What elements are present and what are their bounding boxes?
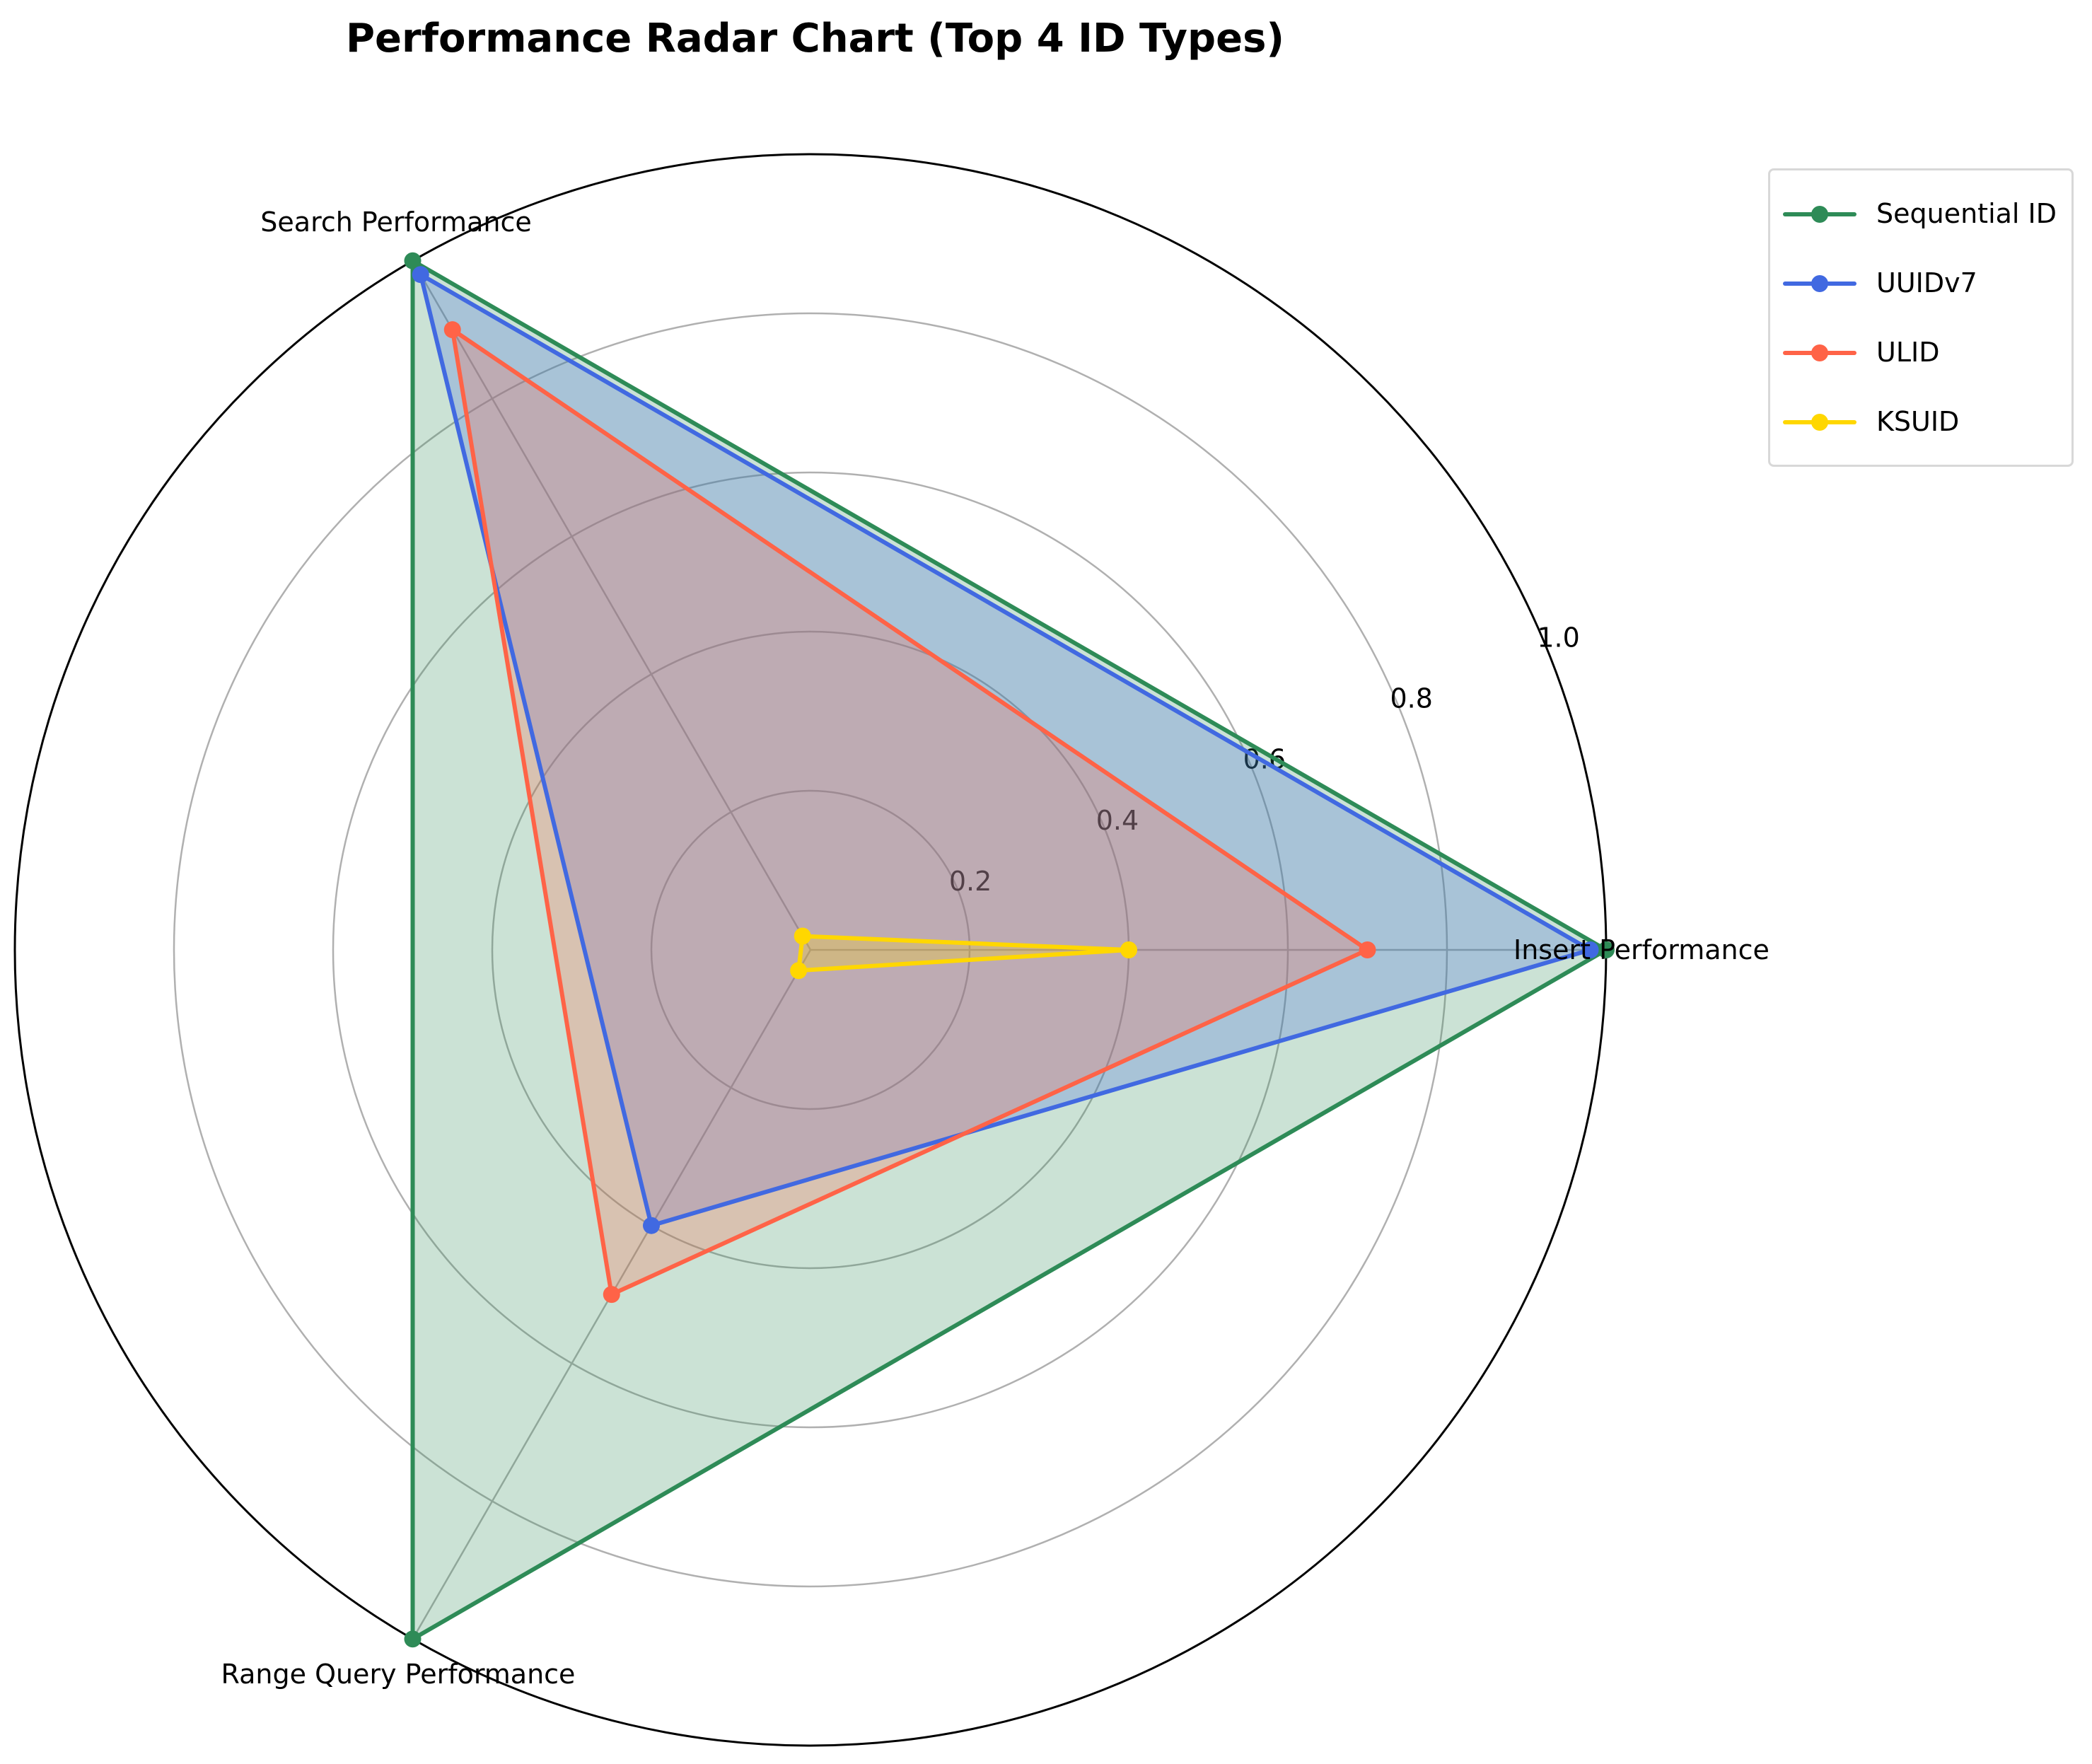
series-3-point-2 [790,962,808,980]
category-label: Search Performance [260,207,531,238]
series-lines [410,258,1608,1642]
series-points [404,252,1615,1648]
series-2-point-2 [603,1286,620,1304]
series-3-point-1 [794,927,811,945]
legend-label: KSUID [1876,406,1960,437]
grid-spoke [412,260,812,951]
legend-label: ULID [1876,337,1940,368]
legend-marker [1811,275,1828,292]
series-line-2 [450,327,1370,1297]
legend-label: UUIDv7 [1876,267,1977,298]
series-0-point-0 [1598,941,1615,958]
series-fills [412,260,1606,1640]
category-label: Range Query Performance [221,1659,576,1690]
category-label: Insert Performance [1513,934,1770,965]
radial-tick-label: 0.4 [1096,805,1139,836]
series-1-point-1 [412,266,429,284]
radial-tick-label: 1.0 [1537,622,1579,653]
series-1-point-0 [1581,941,1599,958]
series-fill-0 [412,260,1606,1640]
series-fill-1 [420,274,1591,1226]
legend-item: KSUID [1770,387,2071,456]
radial-grid: 0.20.40.60.81.0 [13,153,1608,1747]
legend-marker [1811,206,1828,223]
series-0-point-2 [404,1630,422,1648]
series-line-3 [796,934,1131,973]
legend-item: Sequential ID [1770,179,2071,248]
legend-marker [1811,344,1828,361]
legend: Sequential ID UUIDv7 ULID KSUID [1768,168,2074,467]
series-fill-3 [798,936,1129,971]
series-1-point-2 [643,1217,660,1234]
series-2-point-1 [443,321,461,339]
legend-item: UUIDv7 [1770,248,2071,318]
axis-labels: Insert Performance Search Performance Rang… [221,207,1770,1690]
series-3-point-0 [1120,941,1137,958]
chart-title: Performance Radar Chart (Top 4 ID Types) [345,16,1285,62]
series-2-point-0 [1359,941,1376,958]
radial-tick-label: 0.2 [949,866,992,897]
legend-item: ULID [1770,318,2071,387]
series-line-1 [418,272,1593,1228]
series-0-point-1 [404,252,422,269]
radial-tick-label: 0.8 [1390,683,1432,714]
legend-marker [1811,414,1828,431]
legend-label: Sequential ID [1876,198,2057,229]
series-line-0 [410,258,1608,1642]
